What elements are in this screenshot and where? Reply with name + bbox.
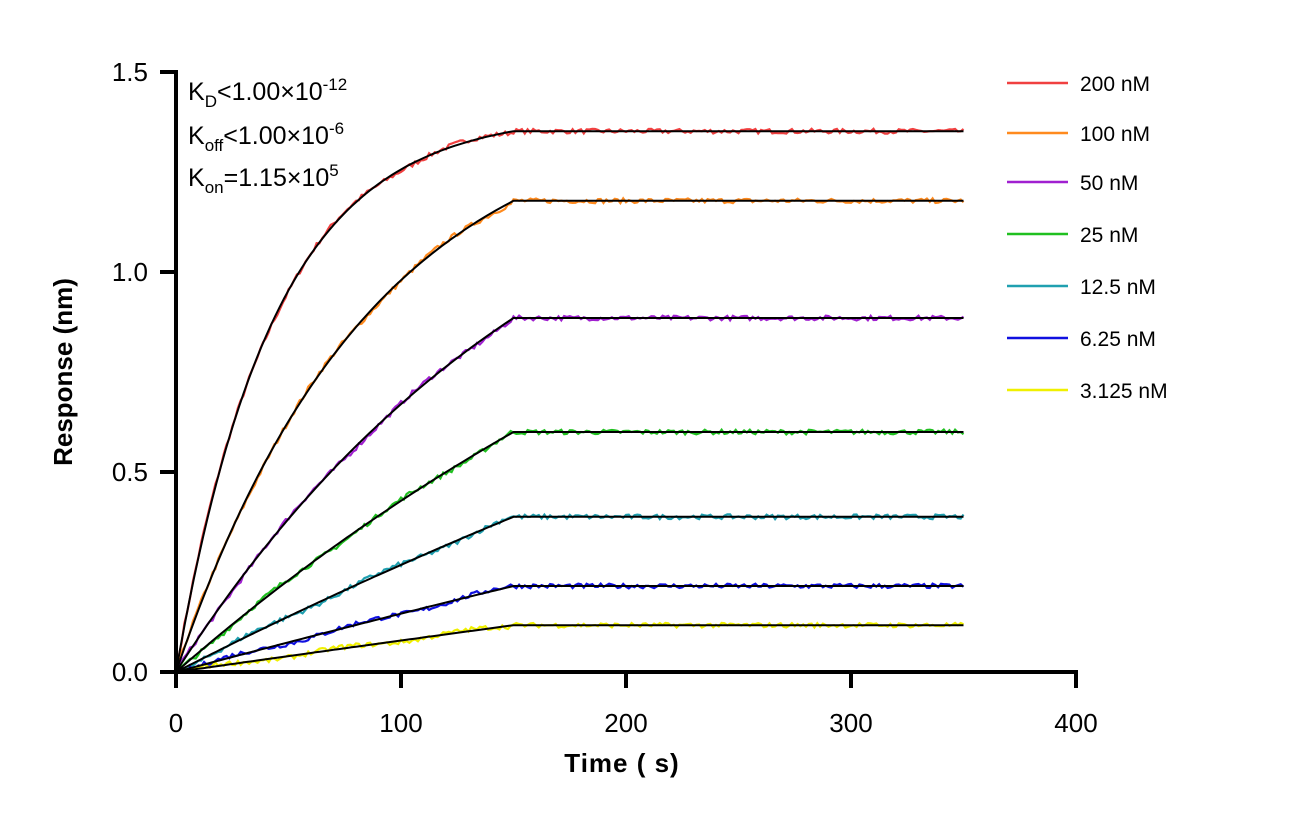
curves-layer	[174, 127, 965, 674]
data-line-50nM	[175, 313, 965, 673]
y-tick-label: 0.5	[112, 457, 148, 487]
fit-line-200nM	[175, 130, 964, 673]
x-axis-label: Time ( s)	[564, 748, 679, 778]
legend-label: 6.25 nM	[1080, 328, 1156, 351]
data-line-100nM	[174, 196, 965, 673]
fit-line-25nM	[175, 431, 964, 673]
legend-label: 3.125 nM	[1080, 380, 1168, 403]
x-tick-label: 0	[169, 708, 183, 738]
legend-label: 100 nM	[1080, 123, 1150, 146]
data-line-3-125nM	[175, 621, 964, 674]
annotation: KD<1.00×10-12 Koff<1.00×10-6 Kon=1.15×10…	[188, 75, 347, 197]
legend-label: 25 nM	[1080, 224, 1138, 247]
legend: 200 nM 100 nM 50 nM 25 nM 12.5 nM 6.25 nM 3.12…	[1007, 73, 1168, 403]
kd-annotation: KD<1.00×10-12	[188, 75, 347, 111]
kon-annotation: Kon=1.15×105	[188, 161, 339, 197]
data-line-12-5nM	[175, 512, 965, 674]
legend-label: 50 nM	[1080, 172, 1138, 195]
y-axis-label: Response (nm)	[48, 278, 78, 466]
x-tick-label: 200	[604, 708, 647, 738]
y-tick-label: 1.5	[112, 57, 148, 87]
fit-line-12-5nM	[175, 515, 964, 673]
x-tick-label: 400	[1054, 708, 1097, 738]
koff-annotation: Koff<1.00×10-6	[188, 119, 344, 155]
y-tick-label: 1.0	[112, 257, 148, 287]
data-line-200nM	[174, 127, 965, 673]
fit-line-6-25nM	[175, 585, 964, 673]
fit-line-3-125nM	[175, 624, 964, 673]
fit-line-100nM	[175, 199, 964, 673]
data-line-25nM	[175, 427, 965, 673]
fit-line-50nM	[175, 317, 964, 673]
x-tick-label: 100	[379, 708, 422, 738]
y-tick-label: 0.0	[112, 657, 148, 687]
legend-label: 12.5 nM	[1080, 276, 1156, 299]
legend-label: 200 nM	[1080, 73, 1150, 96]
x-tick-label: 300	[829, 708, 872, 738]
ticks-layer: 0 100 200 300 400 0.0 0.5 1.0 1.5	[112, 57, 1098, 738]
